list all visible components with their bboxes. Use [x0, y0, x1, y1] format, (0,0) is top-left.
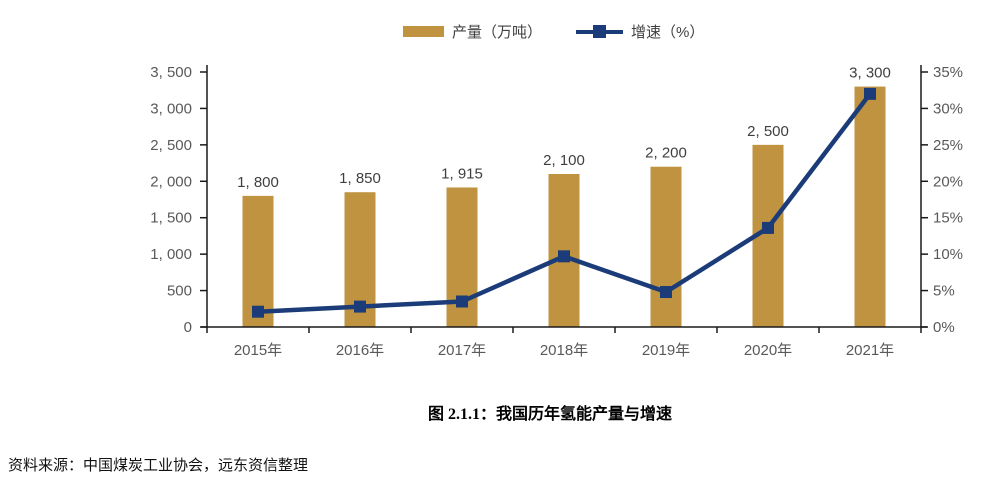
x-category-label: 2019年 [642, 342, 690, 359]
growth-marker-2020年 [762, 221, 774, 234]
growth-marker-2018年 [558, 250, 570, 263]
line-swatch-icon [576, 25, 624, 38]
left-tick-label: 2, 500 [150, 137, 192, 154]
x-category-label: 2018年 [540, 342, 588, 359]
x-category-label: 2020年 [744, 342, 792, 359]
x-category-label: 2015年 [234, 342, 282, 359]
bar-value-label: 1, 850 [339, 170, 381, 187]
right-tick-label: 25% [933, 137, 963, 154]
right-tick-label: 15% [933, 210, 963, 227]
growth-marker-2017年 [456, 295, 468, 308]
bar-value-label: 1, 915 [441, 165, 483, 182]
line-marker-swatch-icon [593, 25, 607, 38]
bar-value-label: 3, 300 [849, 65, 891, 82]
right-tick-label: 35% [933, 64, 963, 81]
right-tick-label: 10% [933, 246, 963, 263]
right-tick-label: 30% [933, 100, 963, 117]
bar-value-label: 2, 200 [645, 145, 687, 162]
growth-marker-2015年 [252, 305, 264, 318]
figure-caption: 图 2.1.1：我国历年氢能产量与增速 [427, 406, 672, 423]
right-tick-label: 5% [933, 283, 955, 300]
bar-value-label: 1, 800 [237, 174, 279, 191]
bar-value-label: 2, 500 [747, 123, 789, 140]
legend-item-production: 产量（万吨） [403, 21, 542, 42]
legend-label-production: 产量（万吨） [452, 24, 543, 41]
left-tick-label: 1, 500 [150, 210, 192, 227]
left-tick-label: 3, 500 [150, 64, 192, 81]
x-category-label: 2017年 [438, 342, 486, 359]
bar-swatch-icon [403, 26, 444, 37]
bar-2019年 [650, 166, 682, 327]
left-tick-label: 0 [184, 319, 192, 336]
left-tick-label: 500 [167, 283, 192, 300]
source-note: 资料来源：中国煤炭工业协会，远东资信整理 [8, 457, 309, 474]
chart-legend: 产量（万吨） 增速（%） [403, 21, 704, 42]
bar-2015年 [242, 195, 274, 327]
growth-marker-2016年 [354, 300, 366, 313]
left-tick-label: 2, 000 [150, 173, 192, 190]
right-tick-label: 20% [933, 173, 963, 190]
x-category-label: 2016年 [336, 342, 384, 359]
right-tick-label: 0% [933, 319, 955, 336]
growth-marker-2019年 [660, 286, 672, 299]
bar-2021年 [854, 86, 886, 327]
legend-item-growth: 增速（%） [576, 21, 704, 42]
left-tick-label: 3, 000 [150, 100, 192, 117]
bar-value-label: 2, 100 [543, 152, 585, 169]
growth-marker-2021年 [864, 87, 876, 100]
legend-label-growth: 增速（%） [631, 24, 705, 41]
x-category-label: 2021年 [846, 342, 894, 359]
left-tick-label: 1, 000 [150, 246, 192, 263]
